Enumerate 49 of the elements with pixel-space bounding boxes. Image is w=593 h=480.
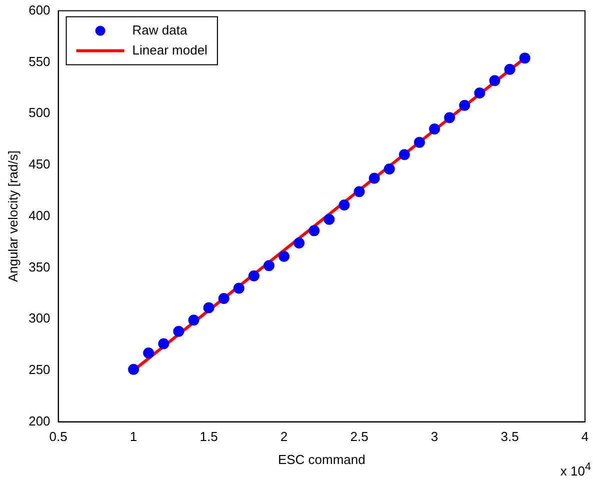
point [324, 214, 335, 225]
point [338, 200, 350, 210]
point [294, 238, 305, 249]
point [519, 52, 530, 64]
point [444, 112, 456, 124]
y-tick-label: 350 [28, 259, 50, 274]
y-axis-title: Angular velocity [rad/s] [5, 150, 20, 282]
point [354, 186, 365, 198]
point [263, 260, 274, 272]
y-tick-label: 550 [28, 54, 50, 69]
x-tick-label: 1.5 [200, 429, 218, 444]
point [188, 314, 200, 326]
y-tick-label: 400 [28, 208, 50, 223]
x-tick-label: 0.5 [49, 429, 68, 444]
point [308, 225, 320, 236]
x-tick-label: 2.5 [350, 429, 368, 444]
text: x 10$^{4}$ [560, 460, 591, 478]
y-tick-label: 200 [28, 413, 50, 428]
point [128, 364, 140, 375]
point [248, 270, 260, 282]
point [384, 164, 395, 175]
y-tick-label: 600 [28, 2, 50, 18]
point [233, 282, 244, 294]
x-tick-label: 2 [280, 429, 288, 444]
point [504, 64, 516, 75]
y-tick-label: 450 [28, 156, 50, 172]
point [429, 123, 440, 134]
x-tick-label: 1 [130, 429, 138, 444]
point [398, 149, 410, 160]
point [278, 250, 290, 262]
point [218, 293, 230, 304]
point [459, 100, 470, 111]
x-tick-label: 3 [430, 429, 438, 444]
legend-label: Linear model [132, 42, 208, 58]
point [203, 302, 214, 314]
y-tick-label: 250 [28, 362, 50, 378]
y-tick-label: 500 [28, 105, 50, 120]
point [173, 326, 184, 337]
legend-label: Raw data [132, 22, 188, 38]
x-tick-label: 3.5 [500, 429, 519, 444]
point [474, 88, 486, 98]
y-tick-label: 300 [28, 310, 50, 326]
point [143, 347, 154, 358]
point [158, 338, 170, 350]
x-tick-label: 4 [581, 429, 589, 444]
point [489, 75, 500, 86]
point [368, 172, 380, 184]
x-axis-title: ESC command [278, 452, 366, 467]
point [414, 136, 425, 148]
